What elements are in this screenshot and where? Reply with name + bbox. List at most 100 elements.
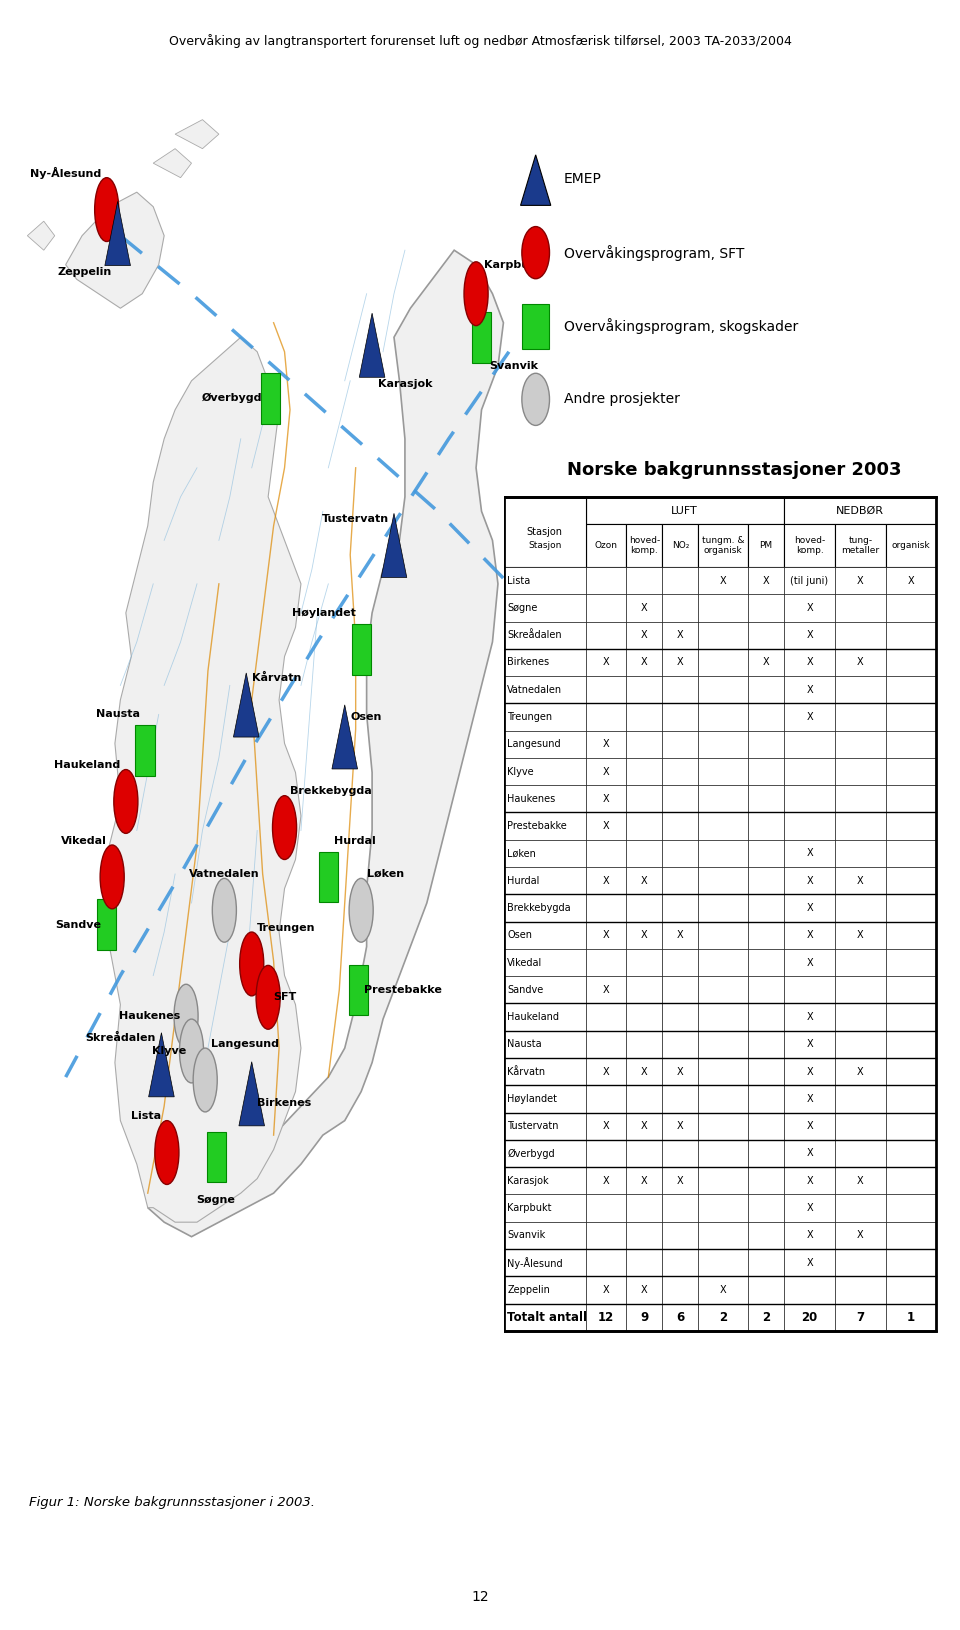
Text: X: X	[641, 1175, 648, 1185]
Bar	[699, 649, 748, 676]
Bar	[662, 1086, 699, 1113]
Bar	[627, 921, 662, 949]
Text: X: X	[857, 657, 864, 667]
Text: Karasjok: Karasjok	[377, 378, 432, 388]
Circle shape	[349, 879, 373, 942]
Bar	[784, 621, 835, 649]
Bar	[504, 1195, 586, 1221]
Bar	[835, 1167, 886, 1195]
Bar	[504, 895, 586, 921]
Polygon shape	[154, 148, 191, 178]
Bar	[748, 839, 784, 867]
Text: Brekkebygda: Brekkebygda	[290, 786, 372, 797]
Text: Hurdal: Hurdal	[507, 875, 540, 885]
Bar	[886, 1113, 936, 1139]
Bar	[748, 676, 784, 704]
Text: Stasjon: Stasjon	[528, 541, 562, 549]
Circle shape	[240, 932, 264, 996]
Text: Klyve: Klyve	[152, 1046, 186, 1056]
Bar	[835, 525, 886, 567]
Bar	[835, 895, 886, 921]
Text: Sandve: Sandve	[56, 919, 101, 929]
Bar	[627, 704, 662, 730]
Bar	[748, 595, 784, 621]
Bar	[886, 704, 936, 730]
Bar	[627, 730, 662, 758]
Bar	[586, 1004, 627, 1030]
Text: X: X	[641, 603, 648, 613]
Bar	[662, 786, 699, 812]
Bar	[261, 373, 280, 424]
Bar	[699, 595, 748, 621]
Bar	[699, 1167, 748, 1195]
Text: X: X	[677, 631, 684, 641]
Bar	[627, 976, 662, 1004]
Text: Vatnedalen: Vatnedalen	[189, 869, 259, 879]
Bar	[748, 976, 784, 1004]
Bar	[662, 1167, 699, 1195]
Bar	[835, 921, 886, 949]
Bar	[504, 704, 586, 730]
Text: X: X	[720, 1284, 727, 1294]
Bar	[627, 595, 662, 621]
Bar	[886, 921, 936, 949]
Bar	[586, 595, 627, 621]
Text: Figur 1: Norske bakgrunnsstasjoner i 2003.: Figur 1: Norske bakgrunnsstasjoner i 200…	[29, 1496, 315, 1509]
Bar	[586, 812, 627, 839]
Text: Svanvik: Svanvik	[507, 1231, 545, 1240]
Text: X: X	[806, 848, 813, 859]
Circle shape	[464, 262, 488, 326]
Bar	[504, 1304, 586, 1330]
Bar	[835, 1004, 886, 1030]
Bar	[699, 1004, 748, 1030]
Bar	[504, 497, 586, 567]
Bar	[886, 786, 936, 812]
Bar	[662, 921, 699, 949]
Bar	[835, 1086, 886, 1113]
Bar	[748, 1086, 784, 1113]
Text: Overvåking av langtransportert forurenset luft og nedbør Atmosfærisk tilførsel, : Overvåking av langtransportert forurense…	[169, 34, 791, 49]
Bar	[784, 1304, 835, 1330]
Bar	[699, 676, 748, 704]
Bar	[627, 1195, 662, 1221]
Bar	[586, 1113, 627, 1139]
Bar	[748, 812, 784, 839]
Bar	[699, 525, 748, 567]
Bar	[586, 921, 627, 949]
Circle shape	[100, 844, 124, 910]
Text: Lista: Lista	[507, 575, 531, 585]
Text: Klyve: Klyve	[507, 766, 534, 776]
Bar	[586, 1276, 627, 1304]
Bar	[627, 1058, 662, 1086]
Text: 7: 7	[856, 1311, 864, 1324]
Bar	[748, 758, 784, 786]
Bar	[662, 758, 699, 786]
Text: Haukeland: Haukeland	[507, 1012, 560, 1022]
Bar	[504, 812, 586, 839]
Bar	[748, 730, 784, 758]
Bar	[627, 1030, 662, 1058]
Bar	[886, 595, 936, 621]
Polygon shape	[520, 155, 551, 205]
Text: Treungen: Treungen	[257, 923, 316, 932]
Text: X: X	[806, 1012, 813, 1022]
Bar	[627, 1004, 662, 1030]
Bar	[586, 1195, 627, 1221]
Bar	[627, 649, 662, 676]
Bar	[699, 730, 748, 758]
Bar	[886, 1086, 936, 1113]
Bar	[662, 704, 699, 730]
Text: X: X	[603, 1121, 610, 1131]
Bar	[586, 676, 627, 704]
Text: Langesund: Langesund	[210, 1038, 278, 1048]
Bar	[627, 525, 662, 567]
Bar	[662, 1113, 699, 1139]
Text: X: X	[806, 1231, 813, 1240]
Bar	[504, 976, 586, 1004]
Bar	[504, 649, 586, 676]
Bar	[662, 567, 699, 595]
Text: LUFT: LUFT	[671, 505, 698, 515]
Text: X: X	[603, 657, 610, 667]
Text: 2: 2	[762, 1311, 770, 1324]
Bar	[748, 525, 784, 567]
